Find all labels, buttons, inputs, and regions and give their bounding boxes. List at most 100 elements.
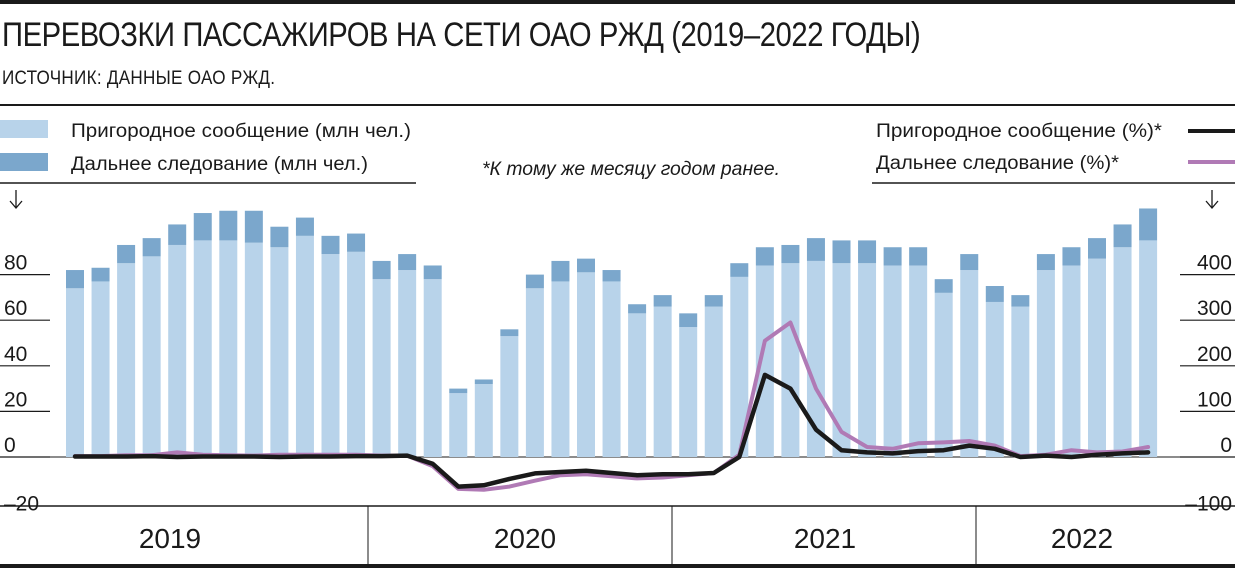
bar-suburban — [1036, 270, 1055, 457]
bar-suburban — [960, 270, 979, 457]
year-label: 2021 — [794, 523, 856, 554]
bar-longdist — [91, 267, 110, 282]
bar-longdist — [628, 304, 647, 314]
bar-longdist — [398, 254, 417, 271]
left-tick-label: 80 — [4, 252, 27, 275]
bar-longdist — [423, 265, 442, 280]
bar-suburban — [704, 306, 723, 457]
left-tick-label: 0 — [4, 434, 16, 457]
right-tick-label: 400 — [1197, 252, 1232, 275]
bar-suburban — [347, 251, 366, 457]
bar-longdist — [193, 213, 212, 241]
bar-longdist — [270, 226, 289, 248]
right-tick-label: 0 — [1220, 434, 1232, 457]
bar-suburban — [66, 288, 84, 457]
bar-suburban — [219, 240, 238, 457]
bar-longdist — [602, 270, 621, 282]
bar-suburban — [832, 263, 851, 457]
bar-longdist — [525, 274, 544, 289]
bar-longdist — [781, 244, 800, 264]
bar-longdist — [934, 279, 953, 293]
bar-suburban — [1113, 247, 1132, 457]
left-axis-arrow-icon — [9, 190, 23, 209]
top-rule — [0, 0, 1235, 4]
bar-longdist — [755, 247, 774, 266]
bar-suburban — [934, 292, 953, 457]
bar-suburban — [295, 235, 314, 457]
right-tick-label: –100 — [1185, 493, 1232, 516]
bar-suburban — [372, 279, 391, 457]
bar-suburban — [730, 276, 749, 457]
bar-longdist — [168, 224, 187, 245]
legend-label-longdist-line: Дальнее следование (%)* — [876, 153, 1120, 174]
bar-longdist — [704, 295, 723, 307]
bar-suburban — [474, 384, 493, 457]
year-label: 2022 — [1051, 523, 1113, 554]
bar-suburban — [91, 281, 110, 457]
bar-longdist — [321, 235, 340, 255]
bar-suburban — [909, 265, 928, 457]
line-suburban-pct — [72, 372, 1151, 489]
left-tick-label: 40 — [4, 343, 27, 366]
right-tick-label: 300 — [1197, 297, 1232, 320]
chart-footnote: *К тому же месяцу годом ранее. — [482, 159, 780, 180]
bar-suburban — [985, 301, 1004, 457]
bar-suburban — [168, 244, 187, 457]
bar-longdist — [577, 258, 595, 273]
bar-suburban — [806, 260, 825, 457]
bar-longdist — [295, 217, 314, 236]
bar-suburban — [1139, 240, 1158, 457]
legend-label-suburban-line: Пригородное сообщение (%)* — [876, 121, 1163, 142]
bar-longdist — [474, 379, 493, 385]
chart-subtitle: ИСТОЧНИК: ДАННЫЕ ОАО РЖД. — [2, 68, 276, 89]
year-label: 2020 — [494, 523, 556, 554]
right-tick-label: 100 — [1197, 388, 1232, 411]
bar-longdist — [500, 329, 519, 337]
bar-longdist — [679, 313, 698, 328]
bar-suburban — [755, 265, 774, 457]
bar-suburban — [1088, 258, 1106, 457]
bar-longdist — [832, 240, 851, 264]
left-tick-label: 60 — [4, 297, 27, 320]
bar-longdist — [730, 263, 749, 277]
bar-longdist — [883, 247, 902, 266]
legend-swatch-longdist-bar — [0, 153, 48, 171]
bar-longdist — [142, 238, 161, 257]
right-axis-arrow-icon — [1205, 190, 1219, 209]
left-tick-label: 20 — [4, 388, 27, 411]
bar-suburban — [398, 270, 417, 457]
bar-suburban — [1011, 306, 1030, 457]
bar-suburban — [193, 240, 212, 457]
bar-longdist — [1011, 295, 1030, 307]
left-tick-label: –20 — [4, 493, 39, 516]
legend-label-longdist-bar: Дальнее следование (млн чел.) — [71, 154, 368, 175]
bar-longdist — [960, 254, 979, 271]
bar-suburban — [628, 313, 647, 457]
bar-suburban — [500, 336, 519, 457]
bar-suburban — [1062, 265, 1081, 457]
legend-label-suburban-bar: Пригородное сообщение (млн чел.) — [71, 121, 411, 142]
bars-layer — [66, 208, 1158, 457]
bar-suburban — [270, 247, 289, 457]
year-label: 2019 — [139, 523, 201, 554]
bar-suburban — [679, 327, 698, 457]
lines-layer — [72, 320, 1151, 492]
bar-longdist — [244, 210, 263, 243]
bar-suburban — [781, 263, 800, 457]
bar-longdist — [1036, 254, 1055, 271]
bar-suburban — [449, 393, 468, 457]
right-tick-label: 200 — [1197, 343, 1232, 366]
chart-title: ПЕРЕВОЗКИ ПАССАЖИРОВ НА СЕТИ ОАО РЖД (20… — [2, 16, 921, 54]
bar-suburban — [883, 265, 902, 457]
bar-longdist — [858, 240, 877, 264]
bar-longdist — [551, 260, 570, 282]
bar-longdist — [1139, 208, 1158, 241]
bar-suburban — [321, 254, 340, 457]
bar-suburban — [244, 242, 263, 457]
bar-longdist — [909, 247, 928, 266]
bar-suburban — [423, 279, 442, 457]
bar-longdist — [806, 238, 825, 261]
bar-longdist — [985, 286, 1004, 302]
bar-longdist — [372, 260, 391, 280]
